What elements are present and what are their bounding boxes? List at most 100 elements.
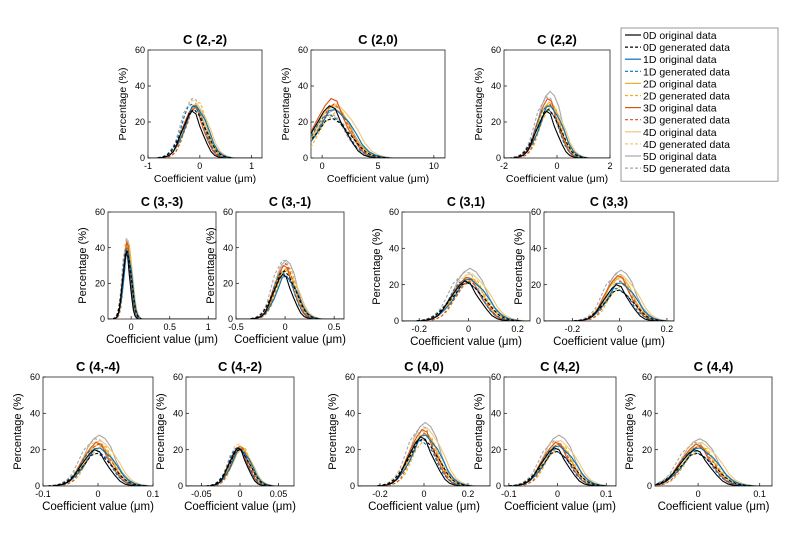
x-tick-label: 0 bbox=[466, 324, 471, 334]
y-axis-label: Percentage (%) bbox=[473, 393, 485, 469]
series-line-2 bbox=[402, 282, 530, 321]
y-tick-label: 60 bbox=[95, 207, 105, 217]
series-line-2 bbox=[186, 449, 294, 486]
axes-box bbox=[310, 49, 446, 159]
y-tick-label: 60 bbox=[173, 372, 183, 382]
y-axis-label: Percentage (%) bbox=[205, 227, 217, 303]
x-tick-label: 0.5 bbox=[163, 322, 176, 332]
panel-title: C (4,-4) bbox=[76, 359, 120, 374]
legend-entry: 1D original data bbox=[643, 54, 717, 66]
series-line-8 bbox=[186, 445, 294, 486]
panel-title: C (4,4) bbox=[694, 359, 734, 374]
panel-title: C (3,-3) bbox=[141, 195, 183, 209]
y-tick-label: 0 bbox=[647, 481, 652, 491]
panel-7: C (3,3) 0 20 40 60 -0.2 0 0.2 Coefficient value … bbox=[513, 195, 675, 348]
x-axis-label: Coefficient value (μm) bbox=[184, 501, 296, 513]
y-tick-label: 0 bbox=[394, 316, 399, 326]
y-tick-label: 60 bbox=[135, 45, 145, 55]
y-axis-label: Percentage (%) bbox=[624, 393, 636, 469]
panel-title: C (2,0) bbox=[358, 32, 398, 47]
y-axis-label: Percentage (%) bbox=[12, 393, 24, 469]
y-axis-label: Percentage (%) bbox=[117, 68, 129, 141]
series-line-4 bbox=[655, 450, 772, 486]
y-tick-label: 40 bbox=[389, 244, 399, 254]
y-tick-label: 0 bbox=[228, 314, 233, 324]
series-line-8 bbox=[402, 280, 530, 321]
x-tick-label: -0.2 bbox=[565, 324, 581, 334]
y-tick-label: 60 bbox=[491, 45, 501, 55]
series-line-2 bbox=[148, 108, 262, 158]
y-tick-label: 0 bbox=[178, 481, 183, 491]
series-line-4 bbox=[311, 114, 445, 158]
x-tick-label: -1 bbox=[144, 161, 152, 171]
x-tick-label: 0.05 bbox=[270, 489, 288, 499]
series-line-9 bbox=[311, 103, 445, 158]
x-tick-label: -0.1 bbox=[501, 489, 517, 499]
legend-entry: 4D generated data bbox=[643, 139, 730, 151]
x-tick-label: -2 bbox=[500, 161, 508, 171]
y-tick-label: 40 bbox=[173, 409, 183, 419]
legend-entry: 0D generated data bbox=[643, 42, 730, 54]
legend-entry: 1D generated data bbox=[643, 66, 730, 78]
series-line-1 bbox=[43, 449, 153, 486]
y-axis-label: Percentage (%) bbox=[371, 228, 383, 304]
y-tick-label: 60 bbox=[223, 207, 233, 217]
panel-6: C (3,1) 0 20 40 60 -0.2 0 0.2 Coefficient value … bbox=[371, 195, 531, 348]
x-tick-label: 0.2 bbox=[462, 489, 475, 499]
x-tick-label: 1 bbox=[249, 161, 254, 171]
series-line-4 bbox=[43, 449, 153, 486]
x-tick-label: 5 bbox=[375, 161, 380, 171]
series-line-1 bbox=[358, 436, 490, 486]
y-tick-label: 40 bbox=[223, 243, 233, 253]
panel-12: C (4,4) 0 20 40 60 0 0.1 Coefficient value (μm)… bbox=[624, 359, 773, 513]
panel-title: C (4,2) bbox=[540, 359, 580, 374]
axes-box bbox=[185, 376, 295, 487]
panel-title: C (3,1) bbox=[447, 195, 485, 209]
y-tick-label: 40 bbox=[30, 409, 40, 419]
y-tick-label: 40 bbox=[135, 81, 145, 91]
x-tick-label: 0 bbox=[283, 322, 288, 332]
y-tick-label: 0 bbox=[303, 153, 308, 163]
x-axis-label: Coefficient value (μm) bbox=[42, 501, 154, 513]
series-line-2 bbox=[504, 108, 610, 158]
series-line-2 bbox=[544, 289, 674, 321]
x-tick-label: -0.2 bbox=[372, 489, 388, 499]
series-line-1 bbox=[108, 251, 216, 319]
y-tick-label: 60 bbox=[491, 372, 501, 382]
series-line-2 bbox=[108, 249, 216, 319]
panel-title: C (4,-2) bbox=[218, 359, 262, 374]
x-axis-label: Coefficient value (μm) bbox=[368, 501, 480, 513]
axes-box bbox=[42, 376, 154, 487]
x-tick-label: 0 bbox=[617, 324, 622, 334]
x-tick-label: 0 bbox=[237, 489, 242, 499]
series-line-4 bbox=[108, 247, 216, 319]
panel-title: C (4,0) bbox=[404, 359, 444, 374]
y-tick-label: 40 bbox=[345, 409, 355, 419]
x-tick-label: 0 bbox=[95, 489, 100, 499]
y-tick-label: 20 bbox=[135, 117, 145, 127]
axes-box bbox=[503, 49, 611, 159]
x-tick-label: 0.1 bbox=[600, 489, 613, 499]
y-axis-label: Percentage (%) bbox=[77, 227, 89, 303]
x-axis-label: Coefficient value (μm) bbox=[327, 173, 429, 185]
y-axis-label: Percentage (%) bbox=[155, 393, 167, 469]
axes-box bbox=[401, 211, 531, 322]
series-line-10 bbox=[108, 239, 216, 319]
y-tick-label: 40 bbox=[531, 244, 541, 254]
axes-box bbox=[543, 211, 675, 322]
series-line-2 bbox=[236, 270, 344, 319]
y-tick-label: 0 bbox=[496, 481, 501, 491]
x-tick-label: -0.1 bbox=[35, 489, 51, 499]
axes-box bbox=[147, 49, 263, 159]
series-line-8 bbox=[504, 103, 610, 158]
legend-entry: 0D original data bbox=[643, 30, 717, 42]
y-tick-label: 60 bbox=[30, 372, 40, 382]
y-tick-label: 20 bbox=[95, 279, 105, 289]
legend-entry: 3D generated data bbox=[643, 115, 730, 127]
x-axis-label: Coefficient value (μm) bbox=[506, 173, 608, 185]
series-line-8 bbox=[236, 262, 344, 319]
series-line-8 bbox=[544, 280, 674, 321]
y-tick-label: 60 bbox=[531, 207, 541, 217]
